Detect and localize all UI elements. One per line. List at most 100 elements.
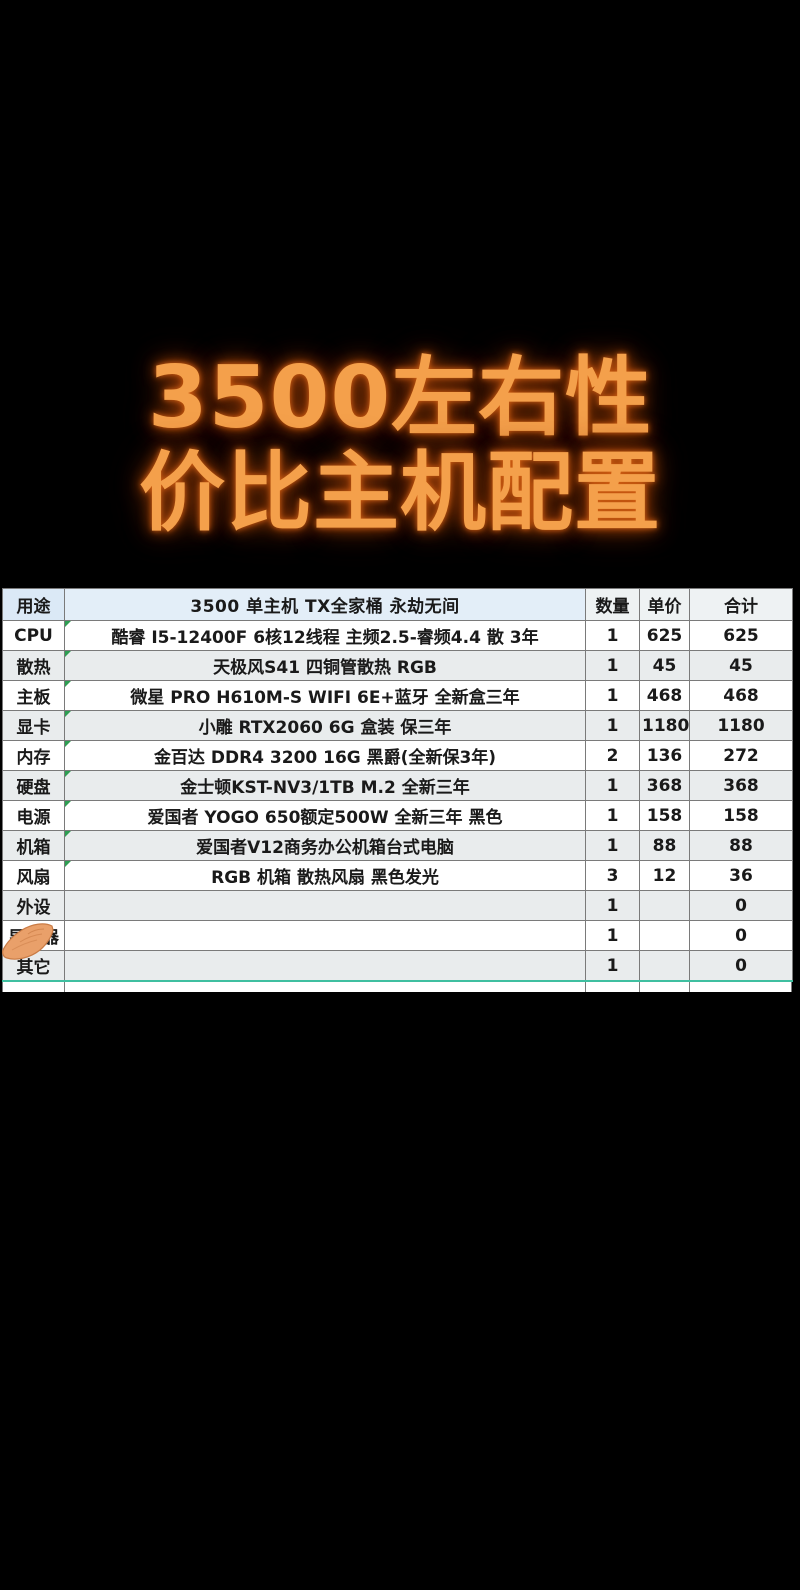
gridline [689,982,690,992]
row-use: 硬盘 [2,770,65,801]
row-use: 主板 [2,680,65,711]
row-desc-text: 爱国者V12商务办公机箱台式电脑 [196,838,454,858]
row-price [639,890,690,921]
comment-marker-icon [65,621,71,627]
row-qty: 1 [585,890,640,921]
row-desc: 小雕 RTX2060 6G 盒装 保三年 [64,710,586,741]
row-price: 368 [639,770,690,801]
row-desc [64,890,586,921]
row-desc-text: 天极风S41 四铜管散热 RGB [213,658,437,678]
clipped-next-row [2,982,792,992]
row-use: 其它 [2,950,65,982]
row-total: 0 [689,920,793,951]
row-qty: 1 [585,680,640,711]
row-desc: 金百达 DDR4 3200 16G 黑爵(全新保3年) [64,740,586,771]
row-use: 外设 [2,890,65,921]
row-total: 272 [689,740,793,771]
row-use: 散热 [2,650,65,681]
row-desc [64,920,586,951]
row-total: 0 [689,890,793,921]
row-desc-text: 酷睿 I5-12400F 6核12线程 主频2.5-睿频4.4 散 3年 [111,628,539,648]
row-qty: 1 [585,650,640,681]
gridline [64,982,65,992]
comment-marker-icon [65,861,71,867]
table-row[interactable]: 散热 天极风S41 四铜管散热 RGB 1 45 45 [2,650,793,681]
row-desc: 酷睿 I5-12400F 6核12线程 主频2.5-睿频4.4 散 3年 [64,620,586,651]
row-qty: 1 [585,710,640,741]
table-row[interactable]: 主板 微星 PRO H610M-S WIFI 6E+蓝牙 全新盒三年 1 468… [2,680,793,711]
table-row[interactable]: 显卡 小雕 RTX2060 6G 盒装 保三年 1 1180 1180 [2,710,793,741]
table-row[interactable]: 其它 1 0 [2,950,793,982]
row-desc [64,950,586,982]
comment-marker-icon [65,651,71,657]
row-use: 电源 [2,800,65,831]
row-desc: 爱国者 YOGO 650额定500W 全新三年 黑色 [64,800,586,831]
comment-marker-icon [65,801,71,807]
row-total: 88 [689,830,793,861]
row-use: 显卡 [2,710,65,741]
row-price [639,950,690,982]
row-qty: 1 [585,830,640,861]
gridline [585,982,586,992]
row-qty: 1 [585,920,640,951]
title-line-2: 价比主机配置 [139,442,661,543]
comment-marker-icon [65,741,71,747]
row-desc: 爱国者V12商务办公机箱台式电脑 [64,830,586,861]
row-qty: 1 [585,620,640,651]
row-qty: 1 [585,950,640,982]
row-desc-text: 小雕 RTX2060 6G 盒装 保三年 [198,718,452,738]
header-title: 3500 单主机 TX全家桶 永劫无间 [64,588,586,621]
table-row[interactable]: 硬盘 金士顿KST-NV3/1TB M.2 全新三年 1 368 368 [2,770,793,801]
row-total: 1180 [689,710,793,741]
row-price: 136 [639,740,690,771]
row-price: 12 [639,860,690,891]
row-price: 625 [639,620,690,651]
row-desc: RGB 机箱 散热风扇 黑色发光 [64,860,586,891]
row-use: 显示器 [2,920,65,951]
row-total: 36 [689,860,793,891]
row-price: 45 [639,650,690,681]
row-qty: 1 [585,770,640,801]
row-total: 368 [689,770,793,801]
row-price [639,920,690,951]
comment-marker-icon [65,711,71,717]
row-price: 88 [639,830,690,861]
row-total: 0 [689,950,793,982]
row-use: 内存 [2,740,65,771]
row-desc: 金士顿KST-NV3/1TB M.2 全新三年 [64,770,586,801]
header-qty: 数量 [585,588,640,621]
table-header-row: 用途 3500 单主机 TX全家桶 永劫无间 数量 单价 合计 [2,588,793,621]
comment-marker-icon [65,831,71,837]
row-use: 风扇 [2,860,65,891]
row-desc-text: 金士顿KST-NV3/1TB M.2 全新三年 [180,778,470,798]
table-row[interactable]: 电源 爱国者 YOGO 650额定500W 全新三年 黑色 1 158 158 [2,800,793,831]
gridline [639,982,640,992]
row-desc-text: 微星 PRO H610M-S WIFI 6E+蓝牙 全新盒三年 [130,688,520,708]
table-row[interactable]: CPU 酷睿 I5-12400F 6核12线程 主频2.5-睿频4.4 散 3年… [2,620,793,651]
row-price: 468 [639,680,690,711]
table-row[interactable]: 外设 1 0 [2,890,793,921]
table-row[interactable]: 内存 金百达 DDR4 3200 16G 黑爵(全新保3年) 2 136 272 [2,740,793,771]
row-total: 468 [689,680,793,711]
row-desc-text: RGB 机箱 散热风扇 黑色发光 [211,868,439,888]
table-row[interactable]: 风扇 RGB 机箱 散热风扇 黑色发光 3 12 36 [2,860,793,891]
row-desc: 天极风S41 四铜管散热 RGB [64,650,586,681]
row-total: 45 [689,650,793,681]
row-qty: 2 [585,740,640,771]
row-qty: 1 [585,800,640,831]
row-desc-text: 金百达 DDR4 3200 16G 黑爵(全新保3年) [153,748,497,768]
row-price: 158 [639,800,690,831]
row-total: 158 [689,800,793,831]
table-row[interactable]: 显示器 1 0 [2,920,793,951]
table-row[interactable]: 机箱 爱国者V12商务办公机箱台式电脑 1 88 88 [2,830,793,861]
row-use: CPU [2,620,65,651]
comment-marker-icon [65,681,71,687]
config-table: 用途 3500 单主机 TX全家桶 永劫无间 数量 单价 合计 CPU 酷睿 I… [2,588,793,982]
row-total: 625 [689,620,793,651]
row-qty: 3 [585,860,640,891]
header-price: 单价 [639,588,690,621]
spreadsheet: 用途 3500 单主机 TX全家桶 永劫无间 数量 单价 合计 CPU 酷睿 I… [0,586,800,982]
row-desc-text: 爱国者 YOGO 650额定500W 全新三年 黑色 [147,808,503,828]
header-use: 用途 [2,588,65,621]
